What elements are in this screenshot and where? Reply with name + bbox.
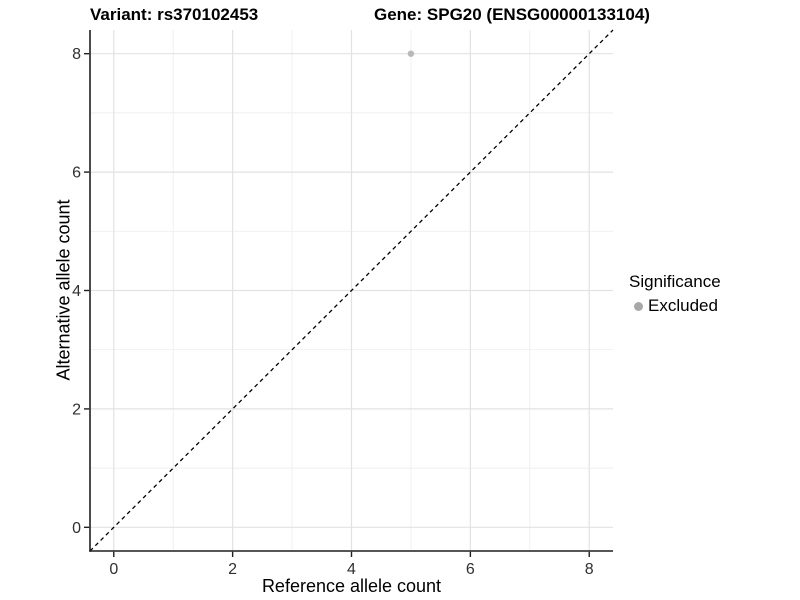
- identity-dashed-line: [89, 29, 614, 552]
- excluded-point-swatch: [634, 301, 643, 311]
- legend-item-label: Excluded: [648, 296, 718, 315]
- plot-title-variant: Variant: rs370102453: [90, 5, 259, 24]
- x-tick-label: 8: [585, 561, 594, 578]
- x-tick-label: 4: [347, 561, 356, 578]
- y-tick-label: 4: [72, 283, 81, 300]
- y-axis-title: Alternative allele count: [53, 199, 74, 381]
- x-tick-label: 0: [109, 561, 118, 578]
- y-tick-label: 2: [72, 401, 81, 418]
- data-point: [407, 50, 415, 57]
- y-tick-label: 0: [72, 520, 81, 537]
- legend: Significance Excluded: [629, 272, 721, 316]
- legend-item-excluded: Excluded: [629, 296, 721, 316]
- y-tick-label: 8: [72, 46, 81, 63]
- plot-title-gene: Gene: SPG20 (ENSG00000133104): [374, 5, 650, 24]
- x-axis-title: Reference allele count: [261, 576, 442, 596]
- x-tick-label: 6: [466, 561, 475, 578]
- legend-title: Significance: [629, 272, 721, 291]
- y-tick-label: 6: [72, 165, 81, 182]
- x-tick-label: 2: [228, 561, 237, 578]
